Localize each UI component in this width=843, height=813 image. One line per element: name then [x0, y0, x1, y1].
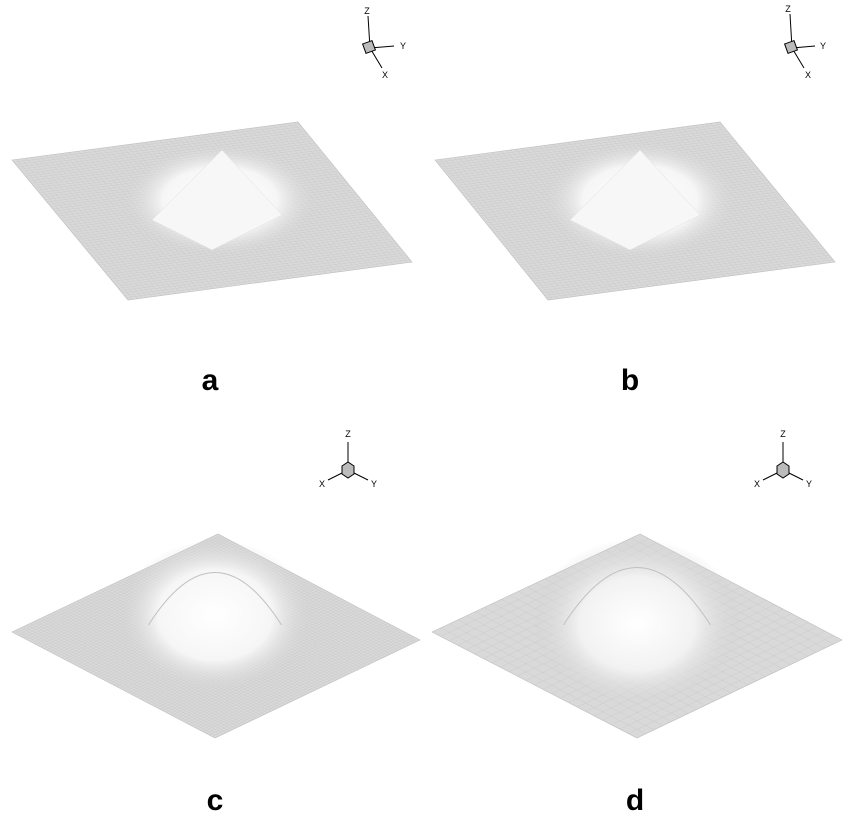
axis-label: Z: [364, 6, 370, 16]
panel-label: c: [207, 784, 224, 813]
axis-triad: [363, 16, 394, 68]
axis-label: Y: [371, 479, 377, 489]
axis-triad: [785, 14, 815, 68]
axis-label: X: [319, 479, 325, 489]
surfaces: [12, 122, 842, 738]
surface-bump: [120, 540, 310, 690]
panel-label: d: [626, 784, 644, 813]
axis-label: X: [805, 70, 811, 80]
axis-label: X: [754, 479, 760, 489]
axis-triad: [763, 442, 803, 480]
axis-label: Y: [400, 41, 406, 51]
axis-label: Z: [785, 4, 791, 14]
axis-triad: [328, 442, 368, 480]
figure: a b c d Z Y X Z Y X Z X Y Z X Y: [0, 0, 843, 813]
axis-label: X: [382, 70, 388, 80]
axis-label: Z: [345, 429, 351, 439]
panel-label: b: [621, 364, 639, 397]
axis-label: Z: [780, 429, 786, 439]
axis-label: Y: [820, 41, 826, 51]
panel-label: a: [202, 364, 219, 397]
axis-label: Y: [806, 479, 812, 489]
surface-bump: [532, 530, 742, 700]
